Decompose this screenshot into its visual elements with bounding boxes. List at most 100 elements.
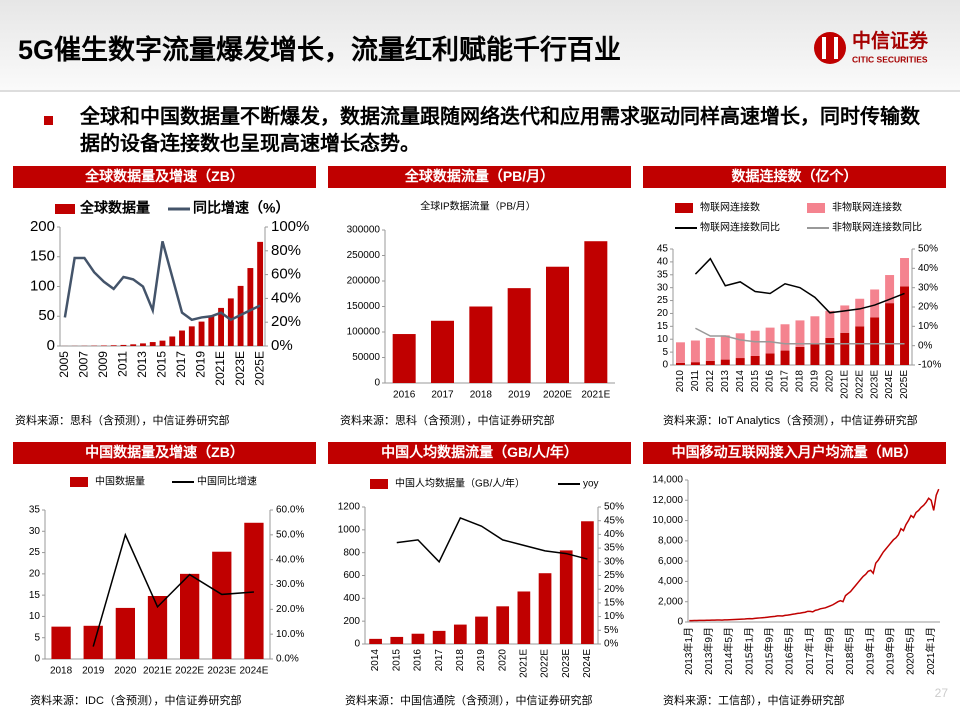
x-tick-label: 2022E	[540, 649, 551, 678]
y-tick-label: 150000	[347, 301, 381, 312]
y-tick-label: 20	[29, 568, 41, 579]
y2-tick-label: 35%	[604, 543, 624, 554]
y2-tick-label: 10%	[918, 321, 938, 332]
line-series	[694, 257, 905, 314]
x-tick-label: 2016	[393, 390, 416, 401]
y2-tick-label: 40.0%	[276, 554, 304, 565]
bar	[411, 633, 425, 644]
bar	[735, 358, 745, 365]
x-tick-label: 2021E	[519, 649, 530, 678]
y2-tick-label: 100%	[271, 218, 309, 235]
y2-tick-label: 0.0%	[276, 654, 299, 665]
x-tick-label: 2012	[705, 370, 716, 393]
x-tick-label: 2015	[391, 649, 402, 672]
x-tick-label: 2024E	[884, 370, 895, 399]
legend-swatch	[55, 204, 75, 214]
y-tick-label: 0	[677, 617, 683, 628]
y2-tick-label: 40%	[918, 263, 938, 274]
bar	[180, 573, 200, 659]
source-note: 资料来源：IDC（含预测），中信证券研究部	[30, 693, 241, 707]
panel-title: 全球数据流量（PB/月）	[404, 168, 554, 184]
x-tick-label: 2016年5月	[783, 627, 796, 675]
y2-tick-label: 80%	[271, 242, 301, 259]
bar	[675, 342, 685, 363]
y2-tick-label: 20%	[604, 584, 624, 595]
y-tick-label: 2,000	[658, 596, 683, 607]
y-tick-label: 300000	[347, 225, 381, 236]
panel-header	[643, 442, 946, 464]
x-tick-label: 2020	[497, 649, 508, 672]
x-tick-label: 2015年1月	[742, 627, 755, 675]
bar	[825, 337, 835, 365]
panel-title: 全球数据量及增速（ZB）	[84, 168, 244, 184]
x-tick-label: 2017	[174, 351, 188, 378]
legend-label: 非物联网连接数同比	[832, 221, 922, 234]
x-tick-label: 2015	[155, 351, 169, 378]
bar	[780, 324, 790, 351]
bar	[140, 343, 146, 346]
y-tick-label: 5	[662, 347, 668, 358]
y-tick-label: 250000	[347, 250, 381, 261]
bar	[538, 573, 552, 644]
bar	[870, 289, 880, 318]
bar	[159, 340, 166, 346]
y-tick-label: 4,000	[658, 576, 683, 587]
chart-subtitle: 全球IP数据流量（PB/月）	[420, 200, 536, 213]
legend-swatch	[807, 203, 825, 213]
y2-tick-label: 20%	[918, 302, 938, 313]
bar	[750, 330, 760, 356]
bar	[795, 320, 805, 347]
x-tick-label: 2021年1月	[924, 627, 937, 675]
x-tick-label: 2019年9月	[884, 627, 897, 675]
source-note: 资料来源：工信部），中信证券研究部	[663, 693, 845, 707]
panel-title: 中国移动互联网接入月户均流量（MB）	[672, 444, 918, 460]
y-tick-label: 1000	[338, 524, 361, 535]
y-tick-label: 0	[662, 360, 668, 371]
y-tick-label: 15	[29, 590, 41, 601]
legend-label: 非物联网连接数	[832, 201, 902, 214]
x-tick-label: 2021E	[839, 370, 850, 399]
x-tick-label: 2020	[114, 666, 137, 677]
x-tick-label: 2019年1月	[863, 627, 876, 675]
bar	[885, 303, 895, 365]
panel-title: 中国人均数据流量（GB/人/年）	[381, 444, 578, 460]
y-tick-label: 10	[29, 611, 41, 622]
y-tick-label: 400	[343, 593, 360, 604]
x-tick-label: 2019	[810, 370, 821, 393]
y-tick-label: 40	[657, 257, 669, 268]
x-tick-label: 2013	[135, 351, 149, 378]
bar	[110, 345, 117, 346]
bar	[432, 630, 446, 644]
x-tick-label: 2019	[194, 351, 208, 378]
panel-header	[328, 166, 631, 188]
x-tick-label: 2013年1月	[682, 627, 695, 675]
y-tick-label: 6,000	[658, 556, 683, 567]
y-tick-label: 25	[29, 547, 41, 558]
line-series	[92, 532, 254, 647]
y2-tick-label: 20%	[271, 313, 301, 330]
x-tick-label: 2021E	[213, 351, 227, 386]
bar	[188, 326, 195, 346]
x-tick-label: 2019	[82, 666, 105, 677]
bar	[392, 334, 416, 383]
y2-tick-label: 45%	[604, 515, 624, 526]
y2-tick-label: 10.0%	[276, 629, 304, 640]
bar	[810, 316, 820, 344]
x-tick-label: 2013年9月	[702, 627, 715, 675]
bar	[115, 607, 135, 659]
x-tick-label: 2014	[735, 370, 746, 393]
bar	[507, 288, 531, 383]
x-tick-label: 2017	[780, 370, 791, 393]
bullet-text: 全球和中国数据量不断爆发，数据流量跟随网络迭代和应用需求驱动同样高速增长，同时传…	[80, 106, 920, 155]
bar	[149, 342, 156, 346]
bar	[581, 521, 594, 644]
bar	[130, 344, 137, 346]
x-tick-label: 2017年9月	[823, 627, 836, 675]
bar	[720, 359, 730, 365]
legend-label: 物联网连接数	[700, 201, 760, 214]
bar	[900, 286, 910, 365]
bar	[431, 320, 454, 383]
x-tick-label: 2025E	[252, 351, 266, 386]
y2-tick-label: 50.0%	[276, 529, 304, 540]
source-note: 资料来源：IoT Analytics（含预测），中信证券研究部	[663, 413, 918, 427]
